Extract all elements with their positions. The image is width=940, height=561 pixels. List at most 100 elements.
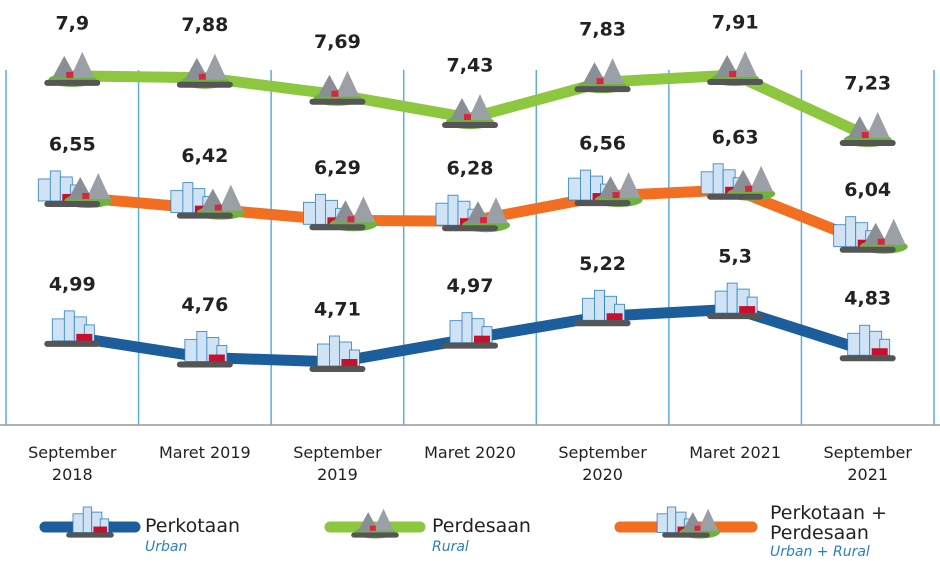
icon-house bbox=[198, 73, 206, 80]
icon-building bbox=[461, 312, 473, 344]
legend-sublabel: Rural bbox=[432, 539, 469, 555]
x-tick-label: September 2020 bbox=[558, 443, 647, 484]
icon-base bbox=[176, 212, 233, 219]
x-tick-label: Maret 2019 bbox=[158, 443, 251, 462]
icon-building bbox=[196, 331, 208, 362]
value-label: 4,99 bbox=[49, 273, 96, 295]
icon-mountain bbox=[697, 508, 719, 531]
icon-house bbox=[214, 204, 222, 211]
icon-building bbox=[315, 193, 326, 225]
point-icon bbox=[833, 216, 908, 254]
icon-mountain bbox=[218, 184, 243, 211]
icon-base bbox=[309, 224, 366, 231]
icon-mountain bbox=[351, 196, 376, 223]
value-label: 7,83 bbox=[579, 19, 626, 41]
icon-base bbox=[707, 79, 764, 85]
icon-shop bbox=[474, 335, 490, 343]
value-label: 7,88 bbox=[181, 14, 228, 36]
point-icon bbox=[700, 163, 776, 201]
point-icon bbox=[839, 324, 896, 362]
value-label: 7,43 bbox=[447, 55, 494, 77]
value-label: 4,83 bbox=[844, 288, 891, 310]
point-icon bbox=[442, 94, 498, 130]
icon-base bbox=[707, 193, 764, 200]
legend-icon bbox=[66, 506, 114, 538]
point-icon bbox=[435, 194, 510, 233]
icon-shop bbox=[739, 306, 756, 314]
icon-mountain bbox=[202, 53, 227, 80]
icon-mountain bbox=[86, 172, 111, 199]
icon-shop bbox=[871, 348, 888, 356]
point-icon bbox=[442, 312, 498, 349]
icon-house bbox=[82, 192, 90, 199]
icon-mountain bbox=[70, 51, 95, 78]
icon-base bbox=[44, 79, 101, 86]
value-label: 5,3 bbox=[718, 246, 752, 268]
point-icon bbox=[707, 282, 764, 320]
icon-base bbox=[351, 532, 399, 538]
legend-label: Perkotaan bbox=[145, 515, 241, 537]
icon-base bbox=[44, 340, 101, 347]
value-label: 6,55 bbox=[49, 133, 96, 155]
icon-base bbox=[176, 361, 233, 368]
icon-mountain bbox=[865, 111, 890, 138]
point-icon bbox=[309, 335, 366, 372]
value-label: 7,9 bbox=[55, 12, 89, 34]
icon-house bbox=[369, 525, 376, 531]
x-tick-label: September 2021 bbox=[823, 443, 912, 484]
point-icon bbox=[44, 310, 101, 347]
icon-mountain bbox=[749, 165, 774, 192]
icon-house bbox=[745, 185, 753, 192]
point-icon bbox=[44, 51, 101, 87]
legend-label: Perkotaan + Perdesaan bbox=[770, 502, 887, 544]
value-label: 5,22 bbox=[579, 253, 626, 275]
icon-shop bbox=[93, 526, 107, 533]
legend-icon bbox=[351, 508, 399, 539]
value-label: 4,97 bbox=[447, 275, 494, 297]
icon-shop bbox=[341, 359, 358, 366]
icon-mountain bbox=[373, 508, 394, 531]
icon-building bbox=[447, 194, 459, 226]
icon-house bbox=[612, 192, 620, 199]
x-tick-label: September 2018 bbox=[28, 443, 117, 484]
icon-shop bbox=[208, 354, 225, 362]
legend-sublabel: Urban bbox=[145, 539, 188, 555]
icon-building bbox=[666, 506, 677, 533]
value-label: 6,04 bbox=[844, 179, 891, 201]
value-label: 6,28 bbox=[447, 158, 494, 180]
point-icon bbox=[176, 331, 233, 368]
icon-base bbox=[176, 81, 233, 88]
icon-house bbox=[347, 216, 355, 223]
icon-house bbox=[66, 71, 74, 78]
icon-house bbox=[729, 71, 737, 77]
point-icon bbox=[170, 182, 245, 220]
point-icon bbox=[839, 111, 896, 147]
icon-house bbox=[596, 78, 604, 85]
point-icon bbox=[574, 58, 631, 94]
icon-mountain bbox=[600, 58, 625, 85]
icon-building bbox=[63, 310, 75, 342]
icon-shop bbox=[606, 313, 623, 321]
icon-base bbox=[574, 200, 631, 207]
value-label: 7,91 bbox=[712, 12, 759, 34]
icon-base bbox=[707, 313, 764, 320]
value-label: 6,63 bbox=[712, 126, 759, 148]
icon-house bbox=[464, 114, 471, 121]
icon-building bbox=[726, 282, 738, 314]
icon-building bbox=[845, 216, 857, 248]
value-label: 6,42 bbox=[181, 145, 228, 167]
icon-mountain bbox=[484, 197, 508, 224]
icon-base bbox=[574, 320, 631, 327]
icon-mountain bbox=[881, 218, 906, 245]
icon-building bbox=[49, 170, 61, 202]
legend-icon bbox=[656, 506, 720, 539]
value-label: 7,69 bbox=[314, 31, 361, 53]
icon-base bbox=[309, 366, 366, 372]
icon-base bbox=[442, 122, 498, 129]
point-icon bbox=[568, 169, 643, 208]
icon-house bbox=[877, 238, 885, 245]
icon-mountain bbox=[468, 94, 492, 121]
point-icon bbox=[37, 170, 113, 208]
